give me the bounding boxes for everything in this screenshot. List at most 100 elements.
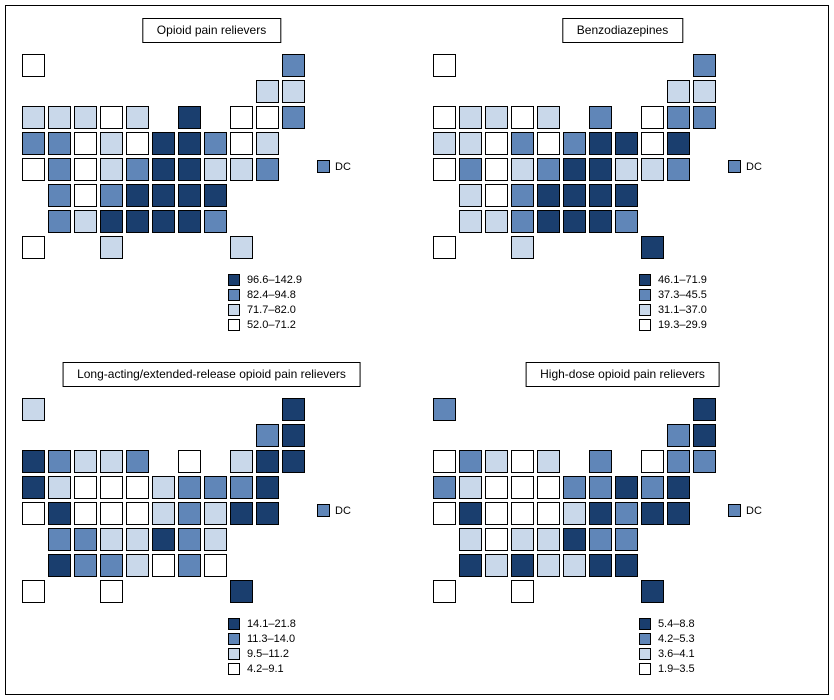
state-va bbox=[615, 502, 638, 525]
dc-label: DC bbox=[335, 160, 351, 173]
state-wy bbox=[74, 158, 97, 181]
legend-swatch bbox=[227, 663, 240, 675]
state-ne bbox=[511, 502, 534, 525]
legend-label: 5.4–8.8 bbox=[657, 618, 695, 630]
map-area: DC bbox=[433, 54, 793, 266]
state-mn bbox=[511, 106, 534, 129]
dc-swatch bbox=[317, 504, 330, 517]
state-la bbox=[126, 554, 149, 577]
state-md bbox=[230, 502, 253, 525]
state-mi bbox=[589, 106, 612, 129]
state-mn bbox=[511, 450, 534, 473]
state-me bbox=[282, 398, 305, 421]
state-nc bbox=[178, 184, 201, 207]
state-ak bbox=[22, 398, 45, 421]
state-me bbox=[282, 54, 305, 77]
state-wa bbox=[22, 450, 45, 473]
state-ms bbox=[152, 554, 175, 577]
state-nc bbox=[589, 528, 612, 551]
state-nv bbox=[48, 502, 71, 525]
state-id bbox=[48, 132, 71, 155]
state-ar bbox=[537, 184, 560, 207]
dc-swatch bbox=[728, 160, 741, 173]
state-mo bbox=[126, 158, 149, 181]
panel-title: Benzodiazepines bbox=[561, 18, 684, 44]
state-ma bbox=[667, 106, 690, 129]
legend-row: 5.4–8.8 bbox=[638, 618, 695, 630]
dc-swatch bbox=[728, 504, 741, 517]
state-in bbox=[563, 132, 586, 155]
legend-row: 19.3–29.9 bbox=[638, 319, 707, 331]
state-md bbox=[641, 158, 664, 181]
state-nv bbox=[459, 502, 482, 525]
legend-row: 82.4–94.8 bbox=[227, 289, 302, 301]
dc-label: DC bbox=[746, 504, 762, 517]
map-area: DC bbox=[433, 398, 793, 610]
state-co bbox=[74, 528, 97, 551]
legend-label: 1.9–3.5 bbox=[657, 663, 695, 675]
state-la bbox=[126, 210, 149, 233]
state-nh bbox=[282, 424, 305, 447]
state-ny bbox=[230, 106, 253, 129]
state-ok bbox=[511, 554, 534, 577]
legend-swatch bbox=[638, 274, 651, 286]
state-wv bbox=[178, 158, 201, 181]
state-vt bbox=[667, 424, 690, 447]
state-ky bbox=[152, 502, 175, 525]
state-co bbox=[485, 528, 508, 551]
state-ma bbox=[667, 450, 690, 473]
legend-label: 14.1–21.8 bbox=[246, 618, 296, 630]
state-nd bbox=[485, 450, 508, 473]
state-ut bbox=[48, 184, 71, 207]
state-fl bbox=[641, 236, 664, 259]
legend-swatch bbox=[638, 304, 651, 316]
state-mt bbox=[48, 106, 71, 129]
panel-benzodiazepines: Benzodiazepines DC 46.1–71.9 37.3–45.5 bbox=[417, 6, 828, 350]
state-ri bbox=[282, 450, 305, 473]
state-ks bbox=[511, 528, 534, 551]
state-wv bbox=[589, 158, 612, 181]
legend-label: 4.2–5.3 bbox=[657, 633, 695, 645]
state-nm bbox=[74, 554, 97, 577]
legend-row: 1.9–3.5 bbox=[638, 663, 695, 675]
state-in bbox=[563, 476, 586, 499]
state-or bbox=[433, 476, 456, 499]
dc-marker: DC bbox=[728, 504, 762, 517]
state-mn bbox=[100, 450, 123, 473]
legend-label: 37.3–45.5 bbox=[657, 289, 707, 301]
legend-swatch bbox=[227, 618, 240, 630]
state-id bbox=[48, 476, 71, 499]
state-il bbox=[126, 132, 149, 155]
state-al bbox=[589, 554, 612, 577]
legend-label: 3.6–4.1 bbox=[657, 648, 695, 660]
state-ky bbox=[152, 158, 175, 181]
state-ms bbox=[152, 210, 175, 233]
state-in bbox=[152, 476, 175, 499]
legend-swatch bbox=[227, 648, 240, 660]
state-nd bbox=[74, 106, 97, 129]
state-nd bbox=[74, 450, 97, 473]
state-or bbox=[22, 476, 45, 499]
state-me bbox=[693, 54, 716, 77]
state-pa bbox=[204, 476, 227, 499]
state-mo bbox=[537, 502, 560, 525]
legend-label: 96.6–142.9 bbox=[246, 274, 302, 286]
state-nv bbox=[48, 158, 71, 181]
state-co bbox=[74, 184, 97, 207]
panel-high-dose-opioid-pain-relievers: High-dose opioid pain relievers DC 5.4–8… bbox=[417, 350, 828, 694]
state-tn bbox=[563, 184, 586, 207]
panel-title: Long-acting/extended-release opioid pain… bbox=[62, 362, 361, 388]
state-me bbox=[693, 398, 716, 421]
state-ga bbox=[615, 554, 638, 577]
state-ri bbox=[282, 106, 305, 129]
legend-label: 19.3–29.9 bbox=[657, 319, 707, 331]
state-co bbox=[485, 184, 508, 207]
state-wy bbox=[74, 502, 97, 525]
state-nc bbox=[178, 528, 201, 551]
state-fl bbox=[230, 236, 253, 259]
state-ut bbox=[459, 184, 482, 207]
legend-swatch bbox=[227, 319, 240, 331]
legend-label: 4.2–9.1 bbox=[246, 663, 284, 675]
state-ga bbox=[204, 210, 227, 233]
state-ut bbox=[459, 528, 482, 551]
